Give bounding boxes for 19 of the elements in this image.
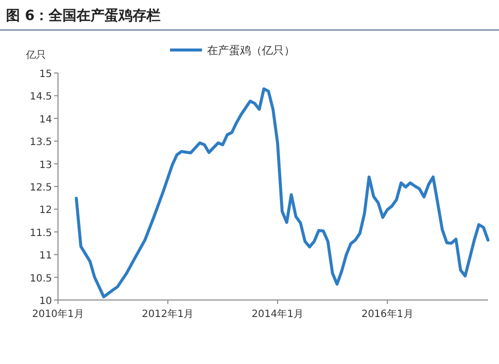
x-tick-label: 2016年1月 — [361, 308, 414, 320]
y-tick-label: 10 — [39, 296, 52, 307]
y-tick-label: 11.5 — [30, 228, 52, 239]
x-tick-label: 2012年1月 — [142, 308, 194, 320]
y-tick-label: 13.5 — [30, 137, 52, 148]
y-tick-label: 12.5 — [30, 182, 52, 194]
y-tick-label: 15 — [39, 69, 52, 80]
y-tick-label: 11 — [39, 250, 52, 262]
x-tick-label: 2010年1月 — [32, 308, 84, 320]
chart-title: 图 6：全国在产蛋鸡存栏 — [6, 7, 161, 24]
y-tick-label: 14.5 — [30, 92, 52, 103]
line-series — [74, 87, 490, 298]
x-tick-label: 2014年1月 — [252, 308, 304, 320]
legend-label: 在产蛋鸡（亿只） — [207, 44, 295, 57]
y-tick-label: 13 — [39, 160, 52, 171]
y-tick-label: 12 — [39, 205, 52, 216]
y-tick-label: 10.5 — [30, 273, 52, 284]
y-axis-title: 亿只 — [25, 50, 46, 61]
y-tick-label: 14 — [39, 114, 52, 126]
